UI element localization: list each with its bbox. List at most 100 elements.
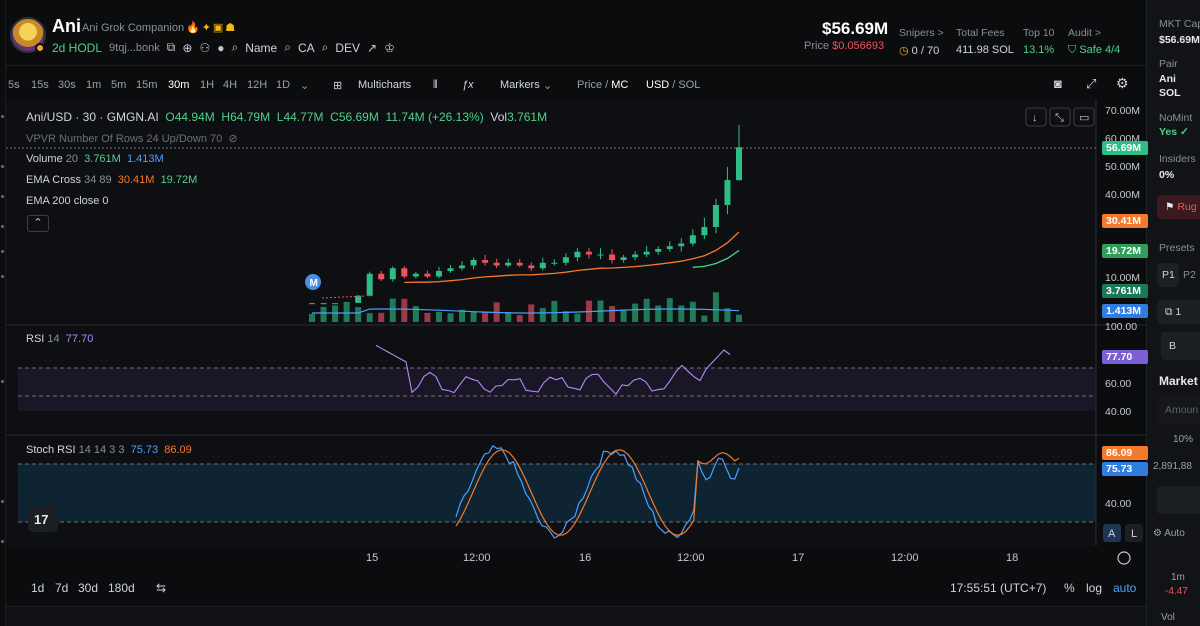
volume-bar — [666, 298, 673, 322]
amount-input[interactable]: Amoun — [1157, 396, 1200, 424]
search-dev-icon[interactable]: ⌕ — [321, 40, 329, 54]
markers-button[interactable]: Markers — [500, 79, 540, 91]
external-link-icon[interactable]: ↗ — [367, 40, 378, 55]
globe-icon[interactable]: ⊕ — [182, 40, 193, 55]
search-ca-link[interactable]: CA — [297, 40, 315, 55]
volume-bar — [505, 311, 512, 322]
interval-12h[interactable]: 12H — [247, 79, 268, 91]
crown-icon[interactable]: ♔ — [384, 40, 395, 55]
search-name-link[interactable]: Name — [245, 40, 278, 55]
interval-30m[interactable]: 30m — [168, 79, 190, 91]
vol-value: 3.761M — [507, 110, 548, 124]
collapse-legend-button[interactable]: ⌃ — [27, 215, 49, 232]
range-1d[interactable]: 1d — [31, 581, 45, 595]
rsi-tick: 100.00 — [1105, 321, 1137, 333]
telegram-icon[interactable]: ● — [217, 40, 225, 55]
scale-log-button[interactable] — [1125, 524, 1143, 542]
interval-15m[interactable]: 15m — [136, 79, 158, 91]
candle-body — [666, 246, 673, 249]
stoch-legend[interactable]: Stoch RSI 14 14 3 3 75.73 86.09 — [26, 444, 192, 456]
interval-30s[interactable]: 30s — [58, 79, 76, 91]
interval-1d[interactable]: 1D — [276, 79, 291, 91]
fullscreen-icon[interactable]: ⤢ — [1086, 76, 1097, 91]
insiders-label: Insiders — [1159, 153, 1196, 165]
date-range-icon[interactable]: ⇆ — [156, 581, 167, 595]
collapse-icon[interactable] — [1049, 107, 1071, 127]
chevron-down-icon[interactable]: ⌄ — [300, 80, 310, 92]
volume-legend[interactable]: Volume 20 3.761M 1.413M — [26, 153, 164, 165]
candle-body — [701, 227, 708, 236]
ema200-legend[interactable]: EMA 200 close 0 — [26, 195, 109, 207]
range-7d[interactable]: 7d — [55, 581, 69, 595]
auto-toggle[interactable]: auto — [1113, 581, 1137, 595]
clock-icon: ◷ — [899, 45, 909, 57]
restore-icon[interactable] — [1073, 107, 1095, 127]
multicharts-button[interactable]: Multicharts — [358, 79, 412, 91]
vpvr-legend[interactable]: VPVR Number Of Rows 24 Up/Down 70 ⊘ — [26, 133, 238, 145]
copy-icon[interactable]: ⧉ — [166, 40, 176, 54]
ema-cross-legend[interactable]: EMA Cross 34 89 30.41M 19.72M — [26, 174, 198, 186]
stat-audit[interactable]: Audit > ⛉ Safe 4/4 — [1068, 27, 1120, 57]
interval-15s[interactable]: 15s — [31, 79, 49, 91]
mkt-cap-value: $56.69M — [1159, 34, 1200, 46]
eye-off-icon[interactable]: ⊘ — [228, 133, 238, 145]
price-mc-toggle[interactable]: Price / MC — [577, 79, 629, 91]
token-address[interactable]: 9tqj...bonk — [109, 41, 160, 54]
change-value: 11.74M (+26.13%) — [385, 110, 484, 124]
search-ca-icon[interactable]: ⌕ — [284, 40, 291, 54]
indicators-icon[interactable]: ƒx — [462, 79, 474, 91]
candle-body — [389, 268, 396, 280]
axis-settings-icon[interactable] — [1117, 551, 1131, 565]
symbol-label[interactable]: Ani/USD · 30 · GMGN.AI — [26, 110, 159, 124]
interval-5m[interactable]: 5m — [111, 79, 127, 91]
usd-sol-toggle[interactable]: USD / SOL — [646, 79, 701, 91]
volume-bar — [643, 298, 650, 322]
interval-1h[interactable]: 1H — [200, 79, 215, 91]
interval-4h[interactable]: 4H — [223, 79, 238, 91]
time-tick: 12:00 — [463, 552, 491, 564]
rsi-legend[interactable]: RSI 14 77.70 — [26, 333, 94, 345]
chart-area[interactable]: M 70.00M 60.00M 50.00M 40.00M 10.00M 100… — [6, 100, 1148, 576]
stat-label: Audit > — [1068, 27, 1101, 39]
download-icon[interactable] — [1025, 107, 1047, 127]
market-tab[interactable]: Market — [1159, 374, 1198, 388]
candle-type-icon[interactable]: ⫴ — [433, 79, 438, 91]
volume-bar — [366, 313, 373, 322]
chart-canvas[interactable]: M 70.00M 60.00M 50.00M 40.00M 10.00M 100… — [6, 100, 1146, 576]
buy-button[interactable]: B — [1161, 332, 1200, 360]
log-toggle[interactable]: log — [1086, 581, 1103, 595]
submit-button[interactable] — [1157, 486, 1200, 514]
qty-select[interactable]: ⧉ 1 — [1157, 300, 1200, 324]
candle-body — [505, 262, 512, 266]
time-tick: 16 — [579, 552, 591, 564]
range-30d[interactable]: 30d — [78, 581, 99, 595]
search-dev-link[interactable]: DEV — [335, 40, 361, 55]
marker-bubble[interactable] — [305, 274, 321, 290]
interval-1m[interactable]: 1m — [86, 79, 102, 91]
percent-toggle[interactable]: % — [1064, 581, 1075, 595]
auto-toggle[interactable]: ⚙ Auto — [1153, 528, 1185, 539]
svg-text:17: 17 — [34, 512, 48, 527]
add-chart-icon[interactable]: ⊞ — [333, 80, 343, 92]
volume-ma-line — [312, 308, 740, 314]
community-icon[interactable]: ⚇ — [199, 40, 211, 55]
stat-label: Snipers > — [899, 27, 944, 39]
scale-auto-button[interactable] — [1103, 524, 1121, 542]
settings-icon[interactable]: ⚙ — [1116, 75, 1129, 91]
stat-snipers[interactable]: Snipers > ◷ 0 / 70 — [899, 27, 944, 57]
camera-icon[interactable]: ◙ — [1054, 76, 1062, 91]
pct-preset[interactable]: 10% — [1173, 434, 1194, 445]
rug-button[interactable]: ⚑ Rug — [1157, 195, 1200, 219]
range-180d[interactable]: 180d — [108, 581, 135, 595]
markers-chevron-icon[interactable]: ⌄ — [543, 80, 553, 92]
interval-5s[interactable]: 5s — [8, 79, 20, 91]
candle-body — [609, 254, 616, 260]
search-name-icon[interactable]: ⌕ — [231, 40, 239, 54]
candle-body — [424, 273, 431, 277]
clock-time[interactable]: 17:55:51 (UTC+7) — [950, 581, 1047, 595]
volume-bar — [712, 292, 719, 322]
volume-bar — [412, 306, 419, 322]
candle-body — [712, 205, 719, 227]
preset-p2-tab[interactable]: P2 — [1183, 269, 1196, 281]
preset-p1-tab[interactable]: P1 — [1157, 263, 1179, 287]
